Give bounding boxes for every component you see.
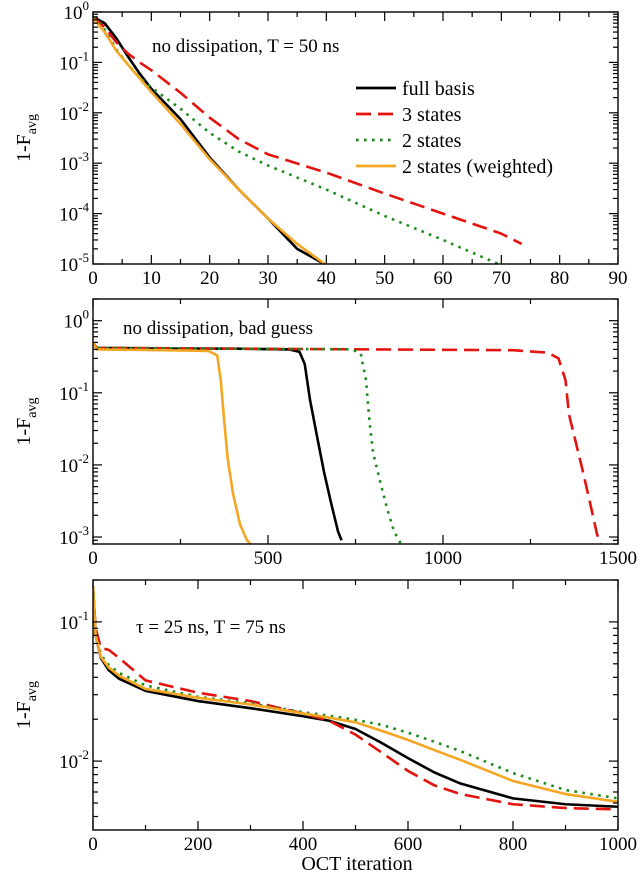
legend-entry-label: full basis xyxy=(402,78,475,100)
series-line-2-states-weighted xyxy=(93,341,252,544)
y-tick-label-exponent: -3 xyxy=(78,149,89,164)
y-axis-label-subscript: avg xyxy=(25,114,40,134)
x-tick-label: 0 xyxy=(88,548,98,569)
y-tick-label-exponent: -2 xyxy=(78,99,89,114)
x-tick-label: 500 xyxy=(254,548,283,569)
y-axis-label-main: 1-F xyxy=(13,134,35,162)
legend-entry-label: 2 states xyxy=(402,130,462,152)
panel-annotation: no dissipation, bad guess xyxy=(123,318,313,339)
y-tick-label-base: 10 xyxy=(64,3,83,24)
x-tick-label: 200 xyxy=(184,834,213,855)
x-tick-label: 600 xyxy=(394,834,423,855)
series-line-2-states xyxy=(93,341,403,544)
y-tick-label-base: 10 xyxy=(59,384,78,405)
y-axis-label: 1-Favg xyxy=(13,114,40,162)
x-axis-label: OCT iteration xyxy=(301,853,412,875)
y-tick-label: 10-1 xyxy=(59,48,89,74)
y-tick-label: 10-1 xyxy=(59,379,89,405)
y-axis-label-subscript: avg xyxy=(25,681,40,701)
y-tick-label-base: 10 xyxy=(59,53,78,74)
x-tick-label: 10 xyxy=(142,268,161,289)
x-tick-label: 400 xyxy=(289,834,318,855)
y-tick-label: 10-4 xyxy=(59,200,89,226)
y-tick-label-base: 10 xyxy=(59,255,78,276)
y-tick-label-exponent: -4 xyxy=(78,200,89,215)
legend-entry-label: 2 states (weighted) xyxy=(402,156,553,178)
y-axis-label-main: 1-F xyxy=(13,701,35,729)
series-line-3-states xyxy=(93,15,523,246)
x-tick-label: 20 xyxy=(200,268,219,289)
series-group xyxy=(93,15,523,264)
x-tick-label: 40 xyxy=(317,268,336,289)
x-tick-label: 80 xyxy=(550,268,569,289)
x-tick-label: 0 xyxy=(88,834,98,855)
y-axis-label: 1-Favg xyxy=(13,681,40,729)
y-tick-label-base: 10 xyxy=(59,528,78,549)
y-tick-label-exponent: -1 xyxy=(78,48,89,63)
series-line-2-states-weighted xyxy=(93,17,328,264)
y-tick-label-base: 10 xyxy=(59,752,78,773)
y-tick-label-base: 10 xyxy=(59,456,78,477)
y-tick-label: 100 xyxy=(64,307,90,333)
y-tick-label-base: 10 xyxy=(64,312,83,333)
series-line-full-basis xyxy=(93,341,343,541)
y-tick-label-exponent: 0 xyxy=(83,0,90,13)
y-tick-label-exponent: -3 xyxy=(78,523,89,538)
y-tick-label-base: 10 xyxy=(59,104,78,125)
series-line-2-states-weighted xyxy=(93,586,618,804)
x-tick-label: 30 xyxy=(259,268,278,289)
y-tick-label-exponent: -2 xyxy=(78,451,89,466)
y-axis-label-main: 1-F xyxy=(13,418,35,446)
y-axis-label-subscript: avg xyxy=(25,397,40,417)
y-tick-label-exponent: -5 xyxy=(78,250,89,265)
y-axis-label: 1-Favg xyxy=(13,397,40,445)
x-tick-label: 90 xyxy=(609,268,628,289)
panel-annotation: no dissipation, T = 50 ns xyxy=(152,36,339,57)
y-tick-label: 10-3 xyxy=(59,523,89,549)
y-tick-label: 10-2 xyxy=(59,451,89,477)
legend: full basis 3 states 2 states 2 states (weig… xyxy=(356,78,553,178)
x-tick-label: 70 xyxy=(492,268,511,289)
x-tick-label: 50 xyxy=(375,268,394,289)
panel-annotation: τ = 25 ns, T = 75 ns xyxy=(136,617,286,638)
y-tick-label-exponent: -1 xyxy=(78,379,89,394)
series-line-3-states xyxy=(93,341,602,544)
y-tick-label-exponent: -1 xyxy=(78,608,89,623)
y-tick-label-exponent: -2 xyxy=(78,747,89,762)
x-tick-label: 1000 xyxy=(599,834,637,855)
x-tick-label: 800 xyxy=(499,834,528,855)
x-tick-label: 1500 xyxy=(599,548,637,569)
series-group xyxy=(93,586,618,811)
y-tick-label: 10-2 xyxy=(59,747,89,773)
y-tick-label: 10-1 xyxy=(59,608,89,634)
y-tick-label-exponent: 0 xyxy=(83,307,90,322)
y-tick-label-base: 10 xyxy=(59,154,78,175)
y-tick-label: 10-3 xyxy=(59,149,89,175)
series-group xyxy=(93,341,602,544)
x-tick-label: 60 xyxy=(434,268,453,289)
y-tick-label: 100 xyxy=(64,0,90,24)
y-tick-label-base: 10 xyxy=(59,205,78,226)
series-line-full-basis xyxy=(93,586,618,809)
y-tick-label: 10-2 xyxy=(59,99,89,125)
legend-entry-label: 3 states xyxy=(402,104,462,126)
series-line-3-states xyxy=(93,586,618,811)
x-tick-label: 1000 xyxy=(424,548,462,569)
y-tick-label-base: 10 xyxy=(59,613,78,634)
x-tick-label: 0 xyxy=(88,268,98,289)
panel-top: 0 10 20 30 40 50 60 70 80 9010010-110-210-310-410… xyxy=(13,0,628,289)
y-tick-label: 10-5 xyxy=(59,250,89,276)
series-line-2-states xyxy=(93,586,618,800)
